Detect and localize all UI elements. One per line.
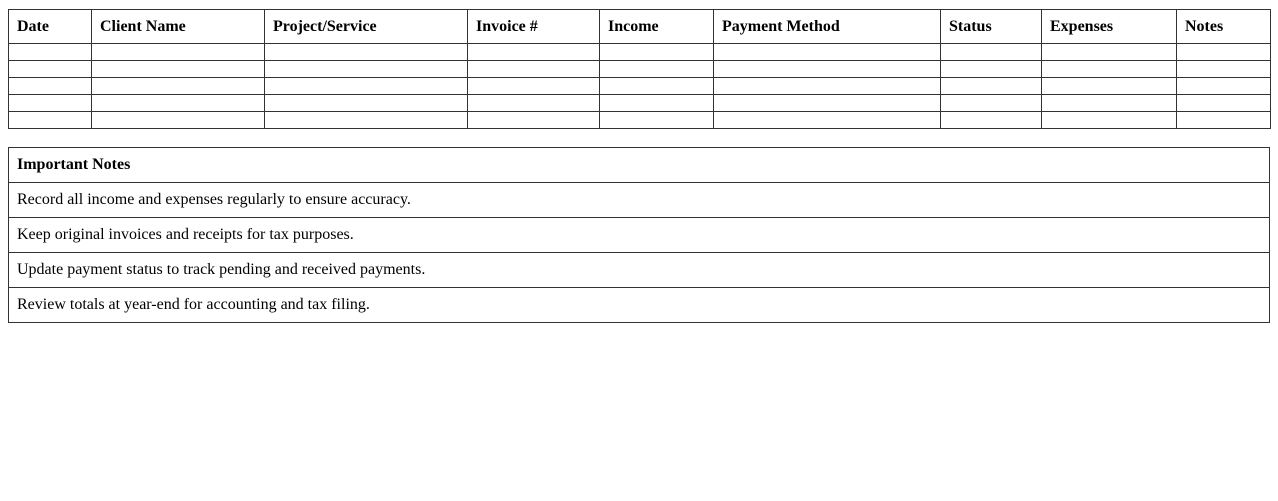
table-cell: [467, 60, 600, 78]
table-cell: [1176, 43, 1271, 61]
table-cell: [467, 77, 600, 95]
header-payment-method: Payment Method: [713, 9, 941, 44]
table-cell: [713, 111, 941, 129]
table-cell: [1041, 60, 1177, 78]
table-cell: [264, 43, 468, 61]
table-cell: [8, 43, 92, 61]
header-notes: Notes: [1176, 9, 1271, 44]
table-cell: [940, 94, 1042, 112]
table-cell: [1041, 111, 1177, 129]
table-cell: [940, 43, 1042, 61]
table-cell: [1176, 94, 1271, 112]
table-cell: [599, 43, 714, 61]
table-cell: [1176, 111, 1271, 129]
notes-title: Important Notes: [8, 147, 1270, 183]
table-cell: [8, 94, 92, 112]
header-status: Status: [940, 9, 1042, 44]
table-cell: [1041, 77, 1177, 95]
table-cell: [599, 111, 714, 129]
table-cell: [264, 111, 468, 129]
note-item: Keep original invoices and receipts for …: [8, 217, 1270, 253]
header-project-service: Project/Service: [264, 9, 468, 44]
table-cell: [264, 77, 468, 95]
table-cell: [599, 94, 714, 112]
table-cell: [91, 77, 265, 95]
header-row: Date Client Name Project/Service Invoice…: [8, 9, 1271, 44]
table-cell: [91, 111, 265, 129]
table-cell: [467, 43, 600, 61]
table-row: [8, 111, 1271, 129]
table-cell: [1041, 94, 1177, 112]
table-cell: [1176, 60, 1271, 78]
note-item: Record all income and expenses regularly…: [8, 182, 1270, 218]
table-cell: [599, 77, 714, 95]
table-cell: [8, 60, 92, 78]
table-cell: [940, 60, 1042, 78]
table-row: [8, 94, 1271, 112]
table-row: [8, 60, 1271, 78]
header-expenses: Expenses: [1041, 9, 1177, 44]
table-cell: [940, 77, 1042, 95]
table-cell: [91, 43, 265, 61]
header-income: Income: [599, 9, 714, 44]
table-cell: [8, 77, 92, 95]
table-row: [8, 77, 1271, 95]
table-cell: [1176, 77, 1271, 95]
note-item: Update payment status to track pending a…: [8, 252, 1270, 288]
table-row: [8, 43, 1271, 61]
table-cell: [599, 60, 714, 78]
header-date: Date: [8, 9, 92, 44]
table-cell: [264, 94, 468, 112]
header-invoice-number: Invoice #: [467, 9, 600, 44]
table-cell: [8, 111, 92, 129]
table-cell: [91, 94, 265, 112]
important-notes-table: Important Notes Record all income and ex…: [8, 147, 1270, 323]
table-cell: [713, 94, 941, 112]
table-cell: [467, 94, 600, 112]
table-cell: [264, 60, 468, 78]
table-cell: [713, 43, 941, 61]
table-cell: [713, 60, 941, 78]
table-cell: [713, 77, 941, 95]
table-cell: [467, 111, 600, 129]
table-cell: [940, 111, 1042, 129]
income-ledger-table: Date Client Name Project/Service Invoice…: [8, 9, 1271, 129]
header-client-name: Client Name: [91, 9, 265, 44]
table-cell: [91, 60, 265, 78]
table-cell: [1041, 43, 1177, 61]
note-item: Review totals at year-end for accounting…: [8, 287, 1270, 323]
